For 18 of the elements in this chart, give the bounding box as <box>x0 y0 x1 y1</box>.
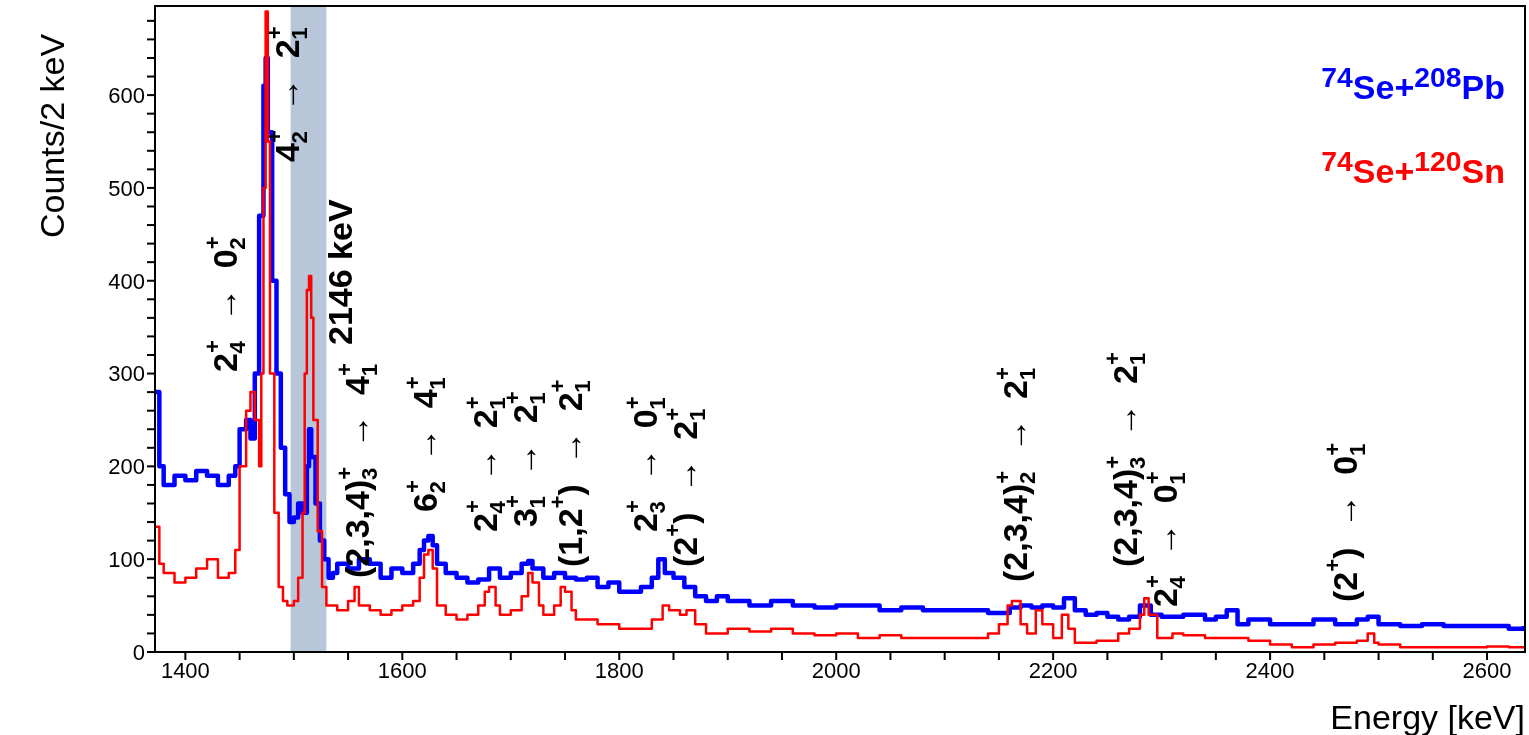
y-tick-label: 0 <box>132 639 145 665</box>
y-tick-label: 300 <box>108 361 145 387</box>
y-axis-title: Counts/2 keV <box>33 33 71 238</box>
text: $^{74}$Se+$^{208}$Pb <box>1321 60 1505 109</box>
x-tick-label: 2000 <box>811 657 861 683</box>
y-tick-label: 100 <box>108 546 145 572</box>
x-tick-label: 2400 <box>1245 657 1295 683</box>
y-tick-label: 600 <box>108 82 145 108</box>
x-tick-label: 1400 <box>160 657 210 683</box>
y-tick-label: 200 <box>108 454 145 480</box>
x-tick-label: 2600 <box>1462 657 1512 683</box>
y-tick-label: 400 <box>108 268 145 294</box>
x-tick-label: 1800 <box>594 657 644 683</box>
y-tick-label: 500 <box>108 175 145 201</box>
band-label: 2146 keV <box>321 199 360 345</box>
x-tick-label: 2200 <box>1028 657 1078 683</box>
x-tick-label: 1600 <box>377 657 427 683</box>
text: $^{74}$Se+$^{120}$Sn <box>1321 144 1505 193</box>
